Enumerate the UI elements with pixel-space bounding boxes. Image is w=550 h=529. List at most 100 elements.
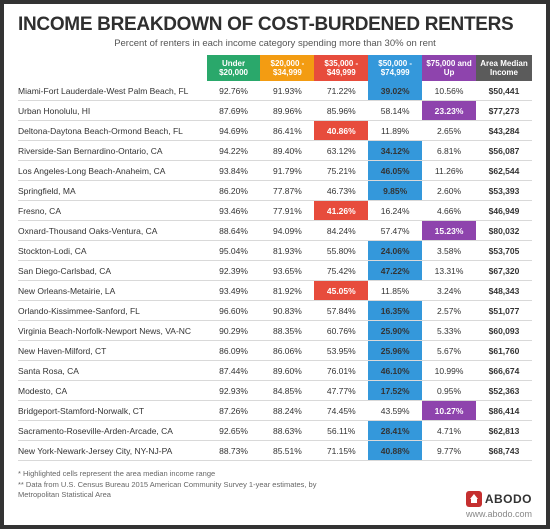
value-cell: 55.80% — [314, 241, 368, 261]
table-row: Fresno, CA93.46%77.91%41.26%16.24%4.66%$… — [18, 201, 532, 221]
footnote-1: * Highlighted cells represent the area m… — [18, 469, 532, 479]
value-cell: 57.84% — [314, 301, 368, 321]
house-icon — [466, 491, 482, 507]
ami-cell: $52,363 — [476, 381, 532, 401]
infographic-container: INCOME BREAKDOWN OF COST-BURDENED RENTER… — [0, 0, 550, 529]
value-cell: 3.24% — [422, 281, 476, 301]
footnote-2: ** Data from U.S. Census Bureau 2015 Ame… — [18, 480, 348, 500]
value-cell: 94.69% — [207, 121, 261, 141]
value-cell: 88.64% — [207, 221, 261, 241]
value-cell: 46.05% — [368, 161, 422, 181]
table-row: Riverside-San Bernardino-Ontario, CA94.2… — [18, 141, 532, 161]
metro-cell: Fresno, CA — [18, 201, 207, 221]
value-cell: 11.89% — [368, 121, 422, 141]
value-cell: 0.95% — [422, 381, 476, 401]
value-cell: 16.35% — [368, 301, 422, 321]
table-row: Miami-Fort Lauderdale-West Palm Beach, F… — [18, 81, 532, 101]
value-cell: 10.56% — [422, 81, 476, 101]
value-cell: 71.15% — [314, 441, 368, 461]
value-cell: 60.76% — [314, 321, 368, 341]
value-cell: 13.31% — [422, 261, 476, 281]
value-cell: 2.60% — [422, 181, 476, 201]
value-cell: 76.01% — [314, 361, 368, 381]
value-cell: 92.76% — [207, 81, 261, 101]
value-cell: 86.09% — [207, 341, 261, 361]
site-url: www.abodo.com — [466, 509, 532, 519]
ami-cell: $60,093 — [476, 321, 532, 341]
ami-cell: $68,743 — [476, 441, 532, 461]
value-cell: 92.39% — [207, 261, 261, 281]
table-body: Miami-Fort Lauderdale-West Palm Beach, F… — [18, 81, 532, 461]
table-row: New Haven-Milford, CT86.09%86.06%53.95%2… — [18, 341, 532, 361]
value-cell: 93.84% — [207, 161, 261, 181]
metro-cell: Sacramento-Roseville-Arden-Arcade, CA — [18, 421, 207, 441]
value-cell: 87.44% — [207, 361, 261, 381]
value-cell: 96.60% — [207, 301, 261, 321]
value-cell: 86.41% — [260, 121, 314, 141]
ami-cell: $62,544 — [476, 161, 532, 181]
value-cell: 25.96% — [368, 341, 422, 361]
table-row: Urban Honolulu, HI87.69%89.96%85.96%58.1… — [18, 101, 532, 121]
value-cell: 84.24% — [314, 221, 368, 241]
table-row: Springfield, MA86.20%77.87%46.73%9.85%2.… — [18, 181, 532, 201]
value-cell: 45.05% — [314, 281, 368, 301]
metro-cell: Modesto, CA — [18, 381, 207, 401]
col-header: $75,000 and Up — [422, 55, 476, 81]
metro-cell: Miami-Fort Lauderdale-West Palm Beach, F… — [18, 81, 207, 101]
col-header: $20,000 - $34,999 — [260, 55, 314, 81]
page-subtitle: Percent of renters in each income catego… — [18, 38, 532, 49]
value-cell: 92.65% — [207, 421, 261, 441]
value-cell: 84.85% — [260, 381, 314, 401]
value-cell: 11.85% — [368, 281, 422, 301]
col-header: $35,000 - $49,999 — [314, 55, 368, 81]
ami-cell: $62,813 — [476, 421, 532, 441]
value-cell: 16.24% — [368, 201, 422, 221]
table-row: Orlando-Kissimmee-Sanford, FL96.60%90.83… — [18, 301, 532, 321]
metro-cell: Stockton-Lodi, CA — [18, 241, 207, 261]
value-cell: 93.65% — [260, 261, 314, 281]
value-cell: 92.93% — [207, 381, 261, 401]
value-cell: 88.24% — [260, 401, 314, 421]
value-cell: 87.26% — [207, 401, 261, 421]
value-cell: 5.33% — [422, 321, 476, 341]
value-cell: 46.73% — [314, 181, 368, 201]
value-cell: 88.35% — [260, 321, 314, 341]
metro-cell: Virginia Beach-Norfolk-Newport News, VA-… — [18, 321, 207, 341]
value-cell: 86.20% — [207, 181, 261, 201]
value-cell: 95.04% — [207, 241, 261, 261]
value-cell: 91.79% — [260, 161, 314, 181]
metro-cell: Deltona-Daytona Beach-Ormond Beach, FL — [18, 121, 207, 141]
metro-cell: New Orleans-Metairie, LA — [18, 281, 207, 301]
metro-cell: Santa Rosa, CA — [18, 361, 207, 381]
value-cell: 93.49% — [207, 281, 261, 301]
brand-logo: ABODO — [466, 491, 532, 507]
value-cell: 81.93% — [260, 241, 314, 261]
value-cell: 4.66% — [422, 201, 476, 221]
value-cell: 53.95% — [314, 341, 368, 361]
value-cell: 77.91% — [260, 201, 314, 221]
value-cell: 94.09% — [260, 221, 314, 241]
value-cell: 58.14% — [368, 101, 422, 121]
value-cell: 40.88% — [368, 441, 422, 461]
metro-cell: Urban Honolulu, HI — [18, 101, 207, 121]
metro-cell: Springfield, MA — [18, 181, 207, 201]
value-cell: 2.65% — [422, 121, 476, 141]
value-cell: 75.21% — [314, 161, 368, 181]
value-cell: 10.27% — [422, 401, 476, 421]
value-cell: 15.23% — [422, 221, 476, 241]
value-cell: 23.23% — [422, 101, 476, 121]
ami-cell: $51,077 — [476, 301, 532, 321]
ami-cell: $77,273 — [476, 101, 532, 121]
table-row: Sacramento-Roseville-Arden-Arcade, CA92.… — [18, 421, 532, 441]
value-cell: 46.10% — [368, 361, 422, 381]
value-cell: 17.52% — [368, 381, 422, 401]
value-cell: 2.57% — [422, 301, 476, 321]
metro-cell: New Haven-Milford, CT — [18, 341, 207, 361]
value-cell: 91.93% — [260, 81, 314, 101]
ami-cell: $66,674 — [476, 361, 532, 381]
value-cell: 86.06% — [260, 341, 314, 361]
value-cell: 87.69% — [207, 101, 261, 121]
col-header: Area Median Income — [476, 55, 532, 81]
ami-cell: $86,414 — [476, 401, 532, 421]
metro-cell: Bridgeport-Stamford-Norwalk, CT — [18, 401, 207, 421]
